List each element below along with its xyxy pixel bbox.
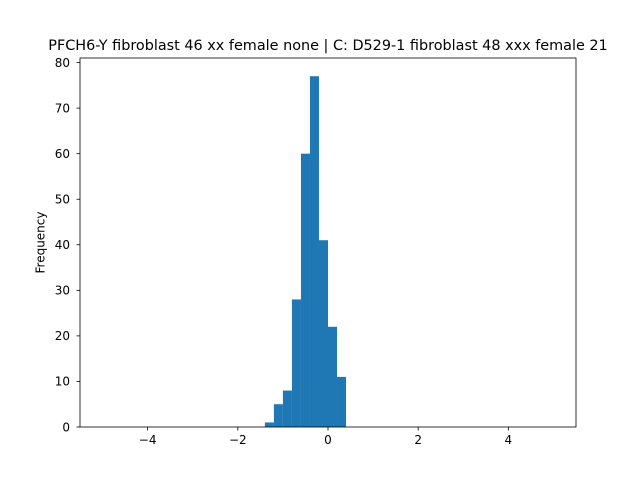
x-tick-label: 2 bbox=[414, 433, 422, 447]
x-axis: −4 −2 0 2 4 bbox=[139, 427, 512, 447]
histogram-bar-4 bbox=[300, 153, 310, 427]
histogram-bar-8 bbox=[337, 376, 347, 427]
y-axis-label: Frequency bbox=[34, 212, 48, 274]
y-tick-label: 40 bbox=[55, 238, 70, 252]
histogram-bar-1 bbox=[273, 404, 283, 427]
histogram-bar-2 bbox=[282, 390, 292, 427]
histogram-bar-7 bbox=[328, 326, 338, 427]
y-tick-label: 30 bbox=[55, 284, 70, 298]
bars-group bbox=[264, 76, 347, 427]
y-tick-label: 80 bbox=[55, 56, 70, 70]
x-tick-label: −2 bbox=[229, 433, 247, 447]
y-tick-label: 20 bbox=[55, 329, 70, 343]
x-tick-label: 0 bbox=[324, 433, 332, 447]
histogram-bar-3 bbox=[291, 299, 301, 427]
x-tick-label: −4 bbox=[139, 433, 157, 447]
histogram-bar-6 bbox=[318, 240, 328, 427]
y-tick-label: 0 bbox=[62, 420, 70, 434]
x-tick-label: 4 bbox=[505, 433, 513, 447]
y-axis: 0 10 20 30 40 50 60 70 80 bbox=[55, 56, 80, 434]
chart-title: PFCH6-Y fibroblast 46 xx female none | C… bbox=[48, 38, 607, 54]
histogram-bar-5 bbox=[309, 76, 319, 427]
y-tick-label: 70 bbox=[55, 101, 70, 115]
y-tick-label: 10 bbox=[55, 375, 70, 389]
y-tick-label: 60 bbox=[55, 147, 70, 161]
y-tick-label: 50 bbox=[55, 193, 70, 207]
histogram-bar-0 bbox=[264, 422, 274, 427]
